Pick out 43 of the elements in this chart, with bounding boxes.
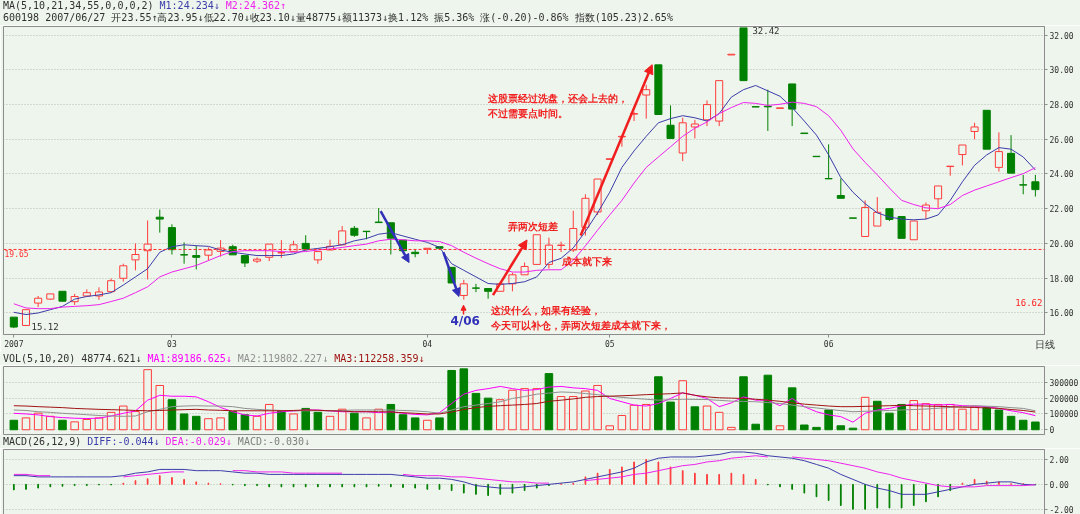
y-tick-label: 28.00	[1049, 101, 1074, 111]
chart-title: MA(5,10,21,34,55,0,0,0,2)	[3, 0, 154, 11]
chart-title: VOL(5,10,20) 48774.621↓	[3, 353, 142, 364]
y-tick-label: 30.00	[1049, 66, 1074, 76]
annotation: 这没什么，如果有经验，今天可以补仓，弄两次短差成本就下来，	[489, 305, 671, 331]
y-tick-label: 0.00	[1049, 480, 1069, 490]
x-axis-title: 日线	[1034, 338, 1055, 350]
x-tick-label: 06	[823, 339, 834, 349]
text: DIFF:-0.044↓	[87, 436, 160, 447]
ref-line-label: 19.65	[4, 250, 29, 260]
x-tick-label: 03	[167, 339, 177, 349]
y-tick-label: 200000	[1049, 394, 1079, 404]
y-tick-label: 24.00	[1049, 170, 1074, 180]
x-tick-label: 04	[422, 339, 433, 349]
text: M2:24.362↑	[225, 0, 287, 11]
annotation: 4/06	[450, 313, 480, 328]
x-tick-label: 05	[604, 339, 615, 349]
text: DEA:-0.029↓	[165, 436, 232, 447]
chart-subtitle: 600198 2007/06/27 开23.55↑高23.95↓低22.70↓收23.10↓量48775↓额11373↓换1.12% 振5.36% 涨(-0.20)-0.86% 指数(105.23)2.65%	[3, 12, 673, 23]
annotation: 成本就下来	[561, 255, 612, 267]
y-tick-label: 16.00	[1049, 309, 1074, 319]
annotation: 32.42	[752, 25, 780, 36]
annotation: 这股票经过洗盘，还会上去的，不过需要点时间。	[487, 93, 629, 119]
y-tick-label: 22.00	[1049, 205, 1074, 215]
y-tick-label: 2.00	[1049, 455, 1069, 465]
text: MA1:89186.625↓	[147, 353, 232, 364]
text: MACD:-0.030↓	[237, 436, 311, 447]
y-tick-label: 32.00	[1049, 31, 1074, 41]
y-tick-label: 26.00	[1049, 135, 1074, 145]
annotation: 弄两次短差	[507, 220, 559, 232]
annotation: 16.62	[1015, 297, 1043, 308]
y-tick-label: 300000	[1049, 378, 1079, 388]
text: M1:24.234↓	[159, 0, 220, 11]
chart-title: MACD(26,12,9)	[3, 436, 82, 447]
text: MA2:119802.227↓	[237, 353, 329, 364]
y-tick-label: 100000	[1049, 410, 1079, 420]
text: MA3:112258.359↓	[334, 353, 425, 364]
y-tick-label: 18.00	[1049, 274, 1074, 284]
x-tick-label: 2007	[4, 339, 24, 349]
annotation: 15.12	[31, 321, 59, 332]
y-tick-label: -2.00	[1049, 505, 1074, 514]
y-tick-label: 0	[1049, 426, 1055, 436]
y-tick-label: 20.00	[1049, 239, 1074, 249]
